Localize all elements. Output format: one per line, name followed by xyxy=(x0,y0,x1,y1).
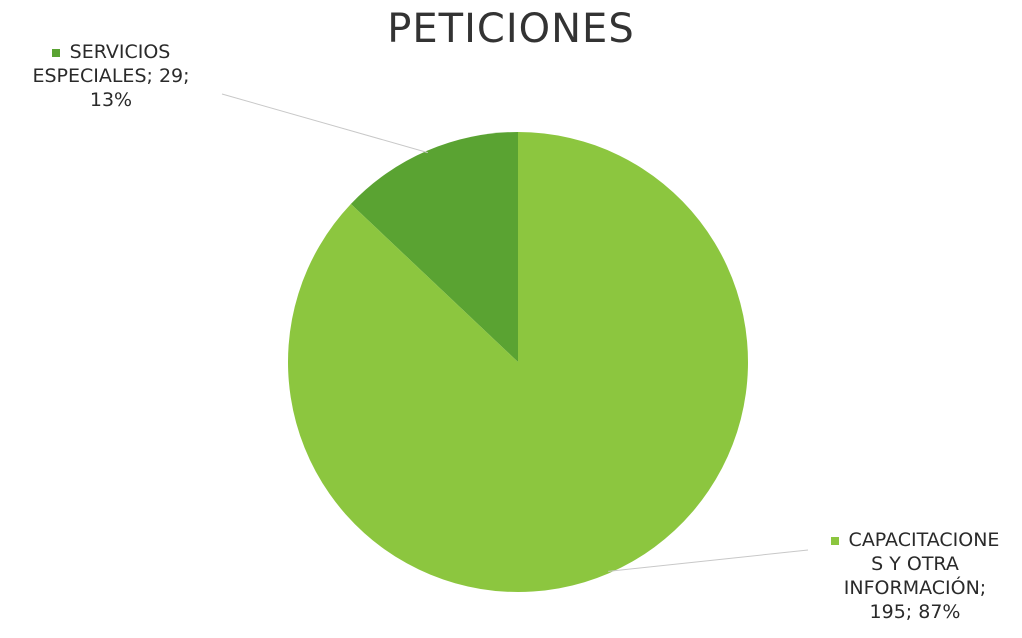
leader-line-capacitaciones xyxy=(608,549,809,572)
leader-line-servicios-especiales xyxy=(221,93,428,154)
data-label-line: 13% xyxy=(89,89,133,111)
pie-slice-servicios-especiales xyxy=(350,132,518,362)
leader-lines xyxy=(221,93,809,572)
data-label-line: INFORMACIÓN; xyxy=(843,577,987,599)
data-label-capacitaciones: CAPACITACIONE S Y OTRA INFORMACIÓN; 195;… xyxy=(808,528,1022,624)
data-label-line: CAPACITACIONE xyxy=(808,528,1022,552)
legend-swatch-capacitaciones xyxy=(830,536,839,545)
data-label-line: 195; 87% xyxy=(869,601,961,623)
data-label-line: SERVICIOS xyxy=(0,40,222,64)
data-label-servicios-especiales: SERVICIOS ESPECIALES; 29; 13% xyxy=(0,40,222,112)
pie-slices xyxy=(288,132,748,592)
data-label-line: ESPECIALES; 29; xyxy=(32,65,190,87)
pie-slice-capacitaciones xyxy=(288,132,748,592)
legend-swatch-servicios-especiales xyxy=(51,48,60,57)
data-label-text: CAPACITACIONE xyxy=(848,529,1000,551)
data-label-line: S Y OTRA xyxy=(871,553,959,575)
data-label-text: SERVICIOS xyxy=(69,41,171,63)
chart-title: PETICIONES xyxy=(387,6,635,52)
